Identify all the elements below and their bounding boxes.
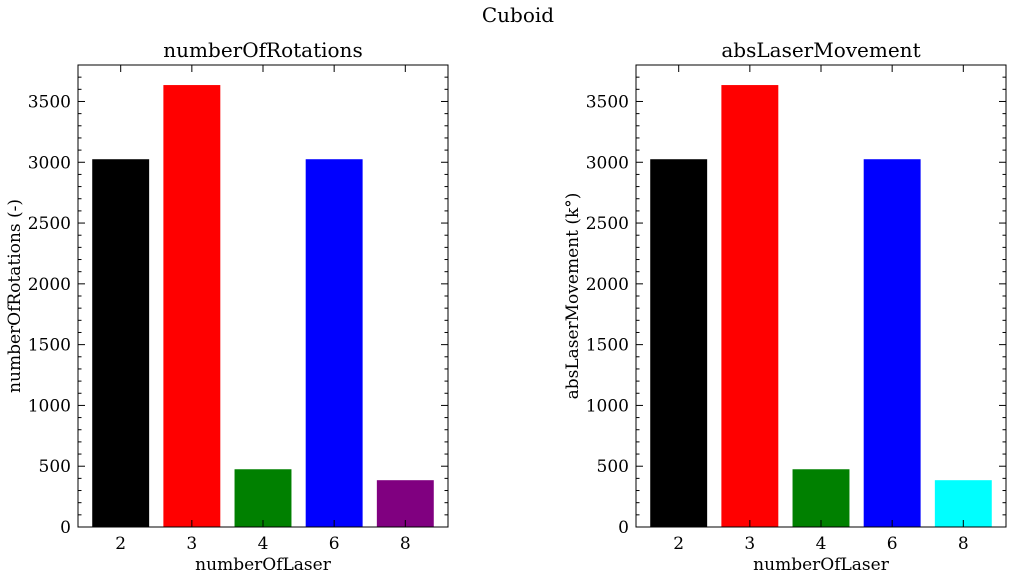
figure-title: Cuboid [482, 3, 554, 27]
x-tick-label: 8 [958, 534, 969, 554]
x-axis-label: numberOfLaser [195, 555, 332, 575]
y-tick-label: 3000 [586, 153, 629, 173]
bar-3 [721, 85, 779, 528]
bar-8 [934, 480, 992, 527]
y-tick-label: 0 [618, 518, 629, 538]
y-tick-label: 2500 [28, 214, 71, 234]
y-tick-label: 500 [597, 457, 629, 477]
y-tick-label: 3500 [586, 92, 629, 112]
x-tick-label: 4 [816, 534, 827, 554]
y-tick-label: 0 [60, 518, 71, 538]
y-tick-label: 2000 [28, 275, 71, 295]
plot-area: 0 500 1000 1500 2000 2500 3000 3500 2 3 4 6 8 [28, 64, 449, 554]
bar-3 [163, 85, 221, 528]
x-tick-label: 3 [744, 534, 755, 554]
y-tick-label: 1500 [28, 336, 71, 356]
y-tick-label: 3000 [28, 153, 71, 173]
bar-6 [305, 159, 363, 527]
x-axis-label: numberOfLaser [753, 555, 890, 575]
y-tick-label: 2000 [586, 275, 629, 295]
bar-2 [650, 159, 708, 527]
bar-6 [863, 159, 921, 527]
y-tick-label: 3500 [28, 92, 71, 112]
x-tick-label: 2 [673, 534, 684, 554]
chart-title: numberOfRotations [163, 38, 362, 62]
x-tick-label: 6 [329, 534, 340, 554]
bar-4 [792, 469, 850, 527]
x-tick-label: 2 [115, 534, 126, 554]
x-tick-label: 8 [400, 534, 411, 554]
bar-2 [92, 159, 150, 527]
chart-panel-0: numberOfRotations numberOfLaser numberOf… [5, 38, 449, 575]
y-tick-label: 1500 [586, 336, 629, 356]
x-tick-label: 3 [186, 534, 197, 554]
y-axis-label: numberOfRotations (-) [5, 199, 25, 393]
plot-area: 0 500 1000 1500 2000 2500 3000 3500 2 3 4 6 8 [586, 64, 1007, 554]
y-tick-label: 500 [39, 457, 71, 477]
y-axis-label: absLaserMovement (k°) [563, 193, 583, 400]
chart-title: absLaserMovement [721, 38, 920, 62]
bar-4 [234, 469, 292, 527]
chart-panel-1: absLaserMovement numberOfLaser absLaserM… [563, 38, 1007, 575]
bar-8 [376, 480, 434, 527]
y-tick-label: 1000 [28, 396, 71, 416]
x-tick-label: 6 [887, 534, 898, 554]
x-tick-label: 4 [258, 534, 269, 554]
y-tick-label: 2500 [586, 214, 629, 234]
y-tick-label: 1000 [586, 396, 629, 416]
